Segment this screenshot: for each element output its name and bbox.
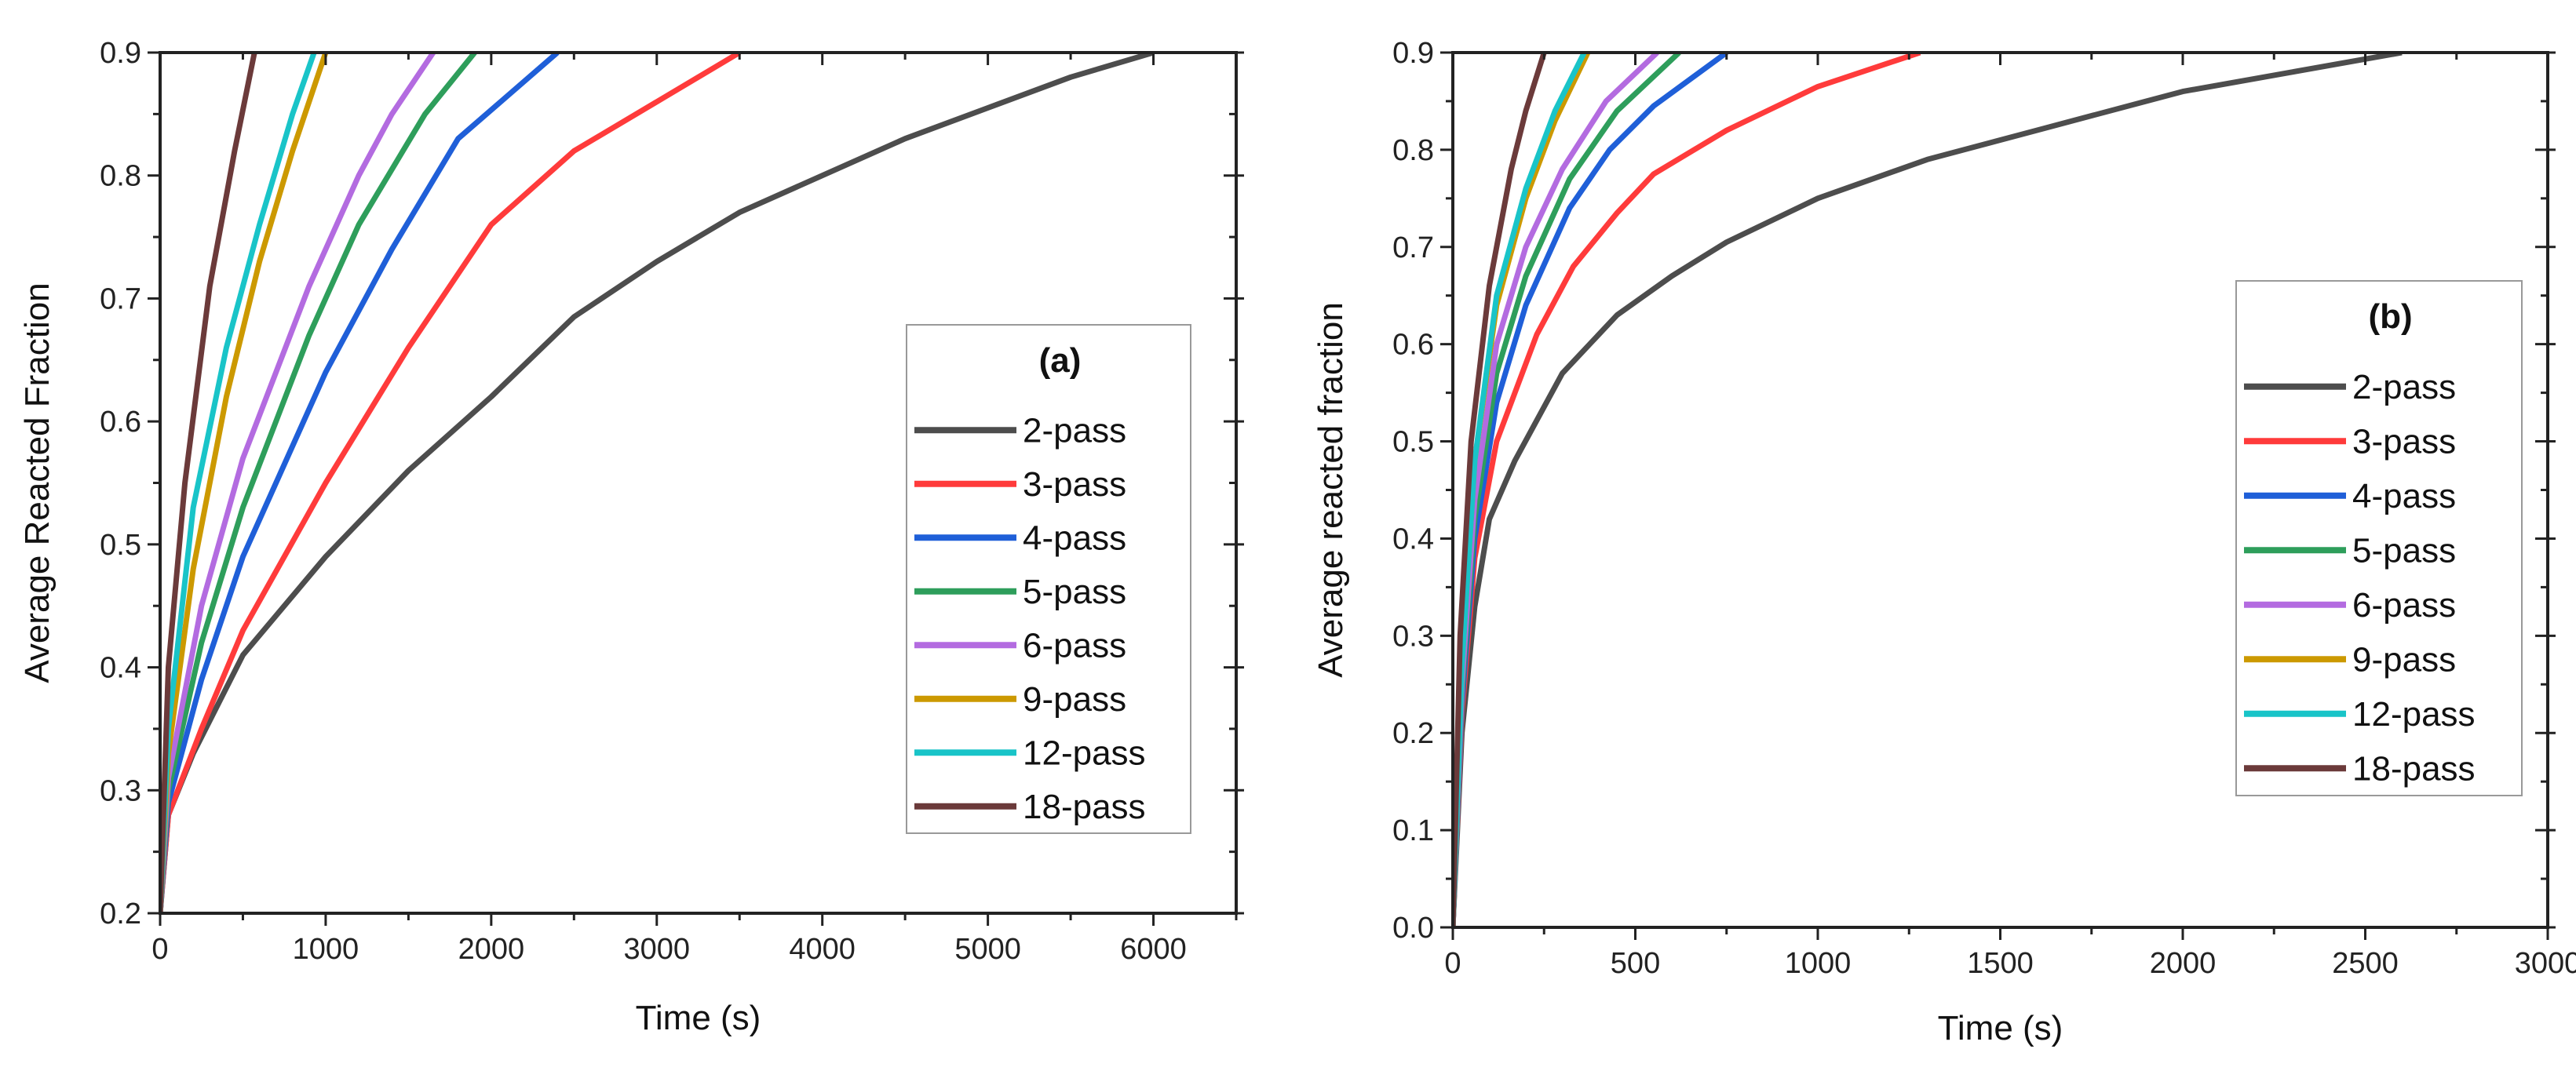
y-tick-label: 0.9	[1392, 37, 1434, 70]
y-tick-label: 0.3	[1392, 620, 1434, 653]
y-tick-label: 0.4	[100, 652, 141, 685]
legend-label: 5-pass	[1023, 573, 1126, 611]
series-line-3-pass	[160, 53, 741, 913]
y-tick-label: 0.2	[100, 898, 141, 931]
x-tick-label: 0	[151, 933, 168, 966]
y-tick-label: 0.0	[1392, 912, 1434, 945]
y-axis-label: Average reacted fraction	[1312, 302, 1350, 678]
series-line-18-pass	[160, 53, 257, 913]
y-axis-label: Average Reacted Fraction	[18, 282, 57, 683]
legend: (b) 2-pass 3-pass 4-pass 5-pass 6-pass 9-pass 1…	[2235, 280, 2523, 796]
x-tick-label: 2500	[2332, 947, 2399, 980]
legend: (a) 2-pass 3-pass 4-pass 5-pass 6-pass 9-pass 1…	[906, 324, 1191, 834]
series-line-3-pass	[1453, 53, 1921, 927]
legend-label: 6-pass	[2352, 586, 2456, 625]
legend-label: 6-pass	[1023, 626, 1126, 665]
legend-label: 18-pass	[1023, 788, 1146, 826]
series-line-2-pass	[1453, 53, 2403, 927]
y-tick-label: 0.1	[1392, 814, 1434, 847]
series-line-6-pass	[160, 53, 436, 913]
y-tick-label: 0.7	[100, 282, 141, 315]
y-tick-label: 0.6	[1392, 329, 1434, 362]
y-tick-label: 0.2	[1392, 717, 1434, 750]
x-tick-label: 5000	[954, 933, 1021, 966]
legend-title: (b)	[2368, 297, 2412, 336]
series-line-18-pass	[1453, 53, 1547, 927]
x-tick-label: 2000	[2150, 947, 2217, 980]
x-axis-label: Time (s)	[1938, 1009, 2063, 1047]
x-tick-label: 1500	[1967, 947, 2034, 980]
y-tick-label: 0.7	[1392, 231, 1434, 264]
legend-label: 4-pass	[2352, 477, 2456, 515]
legend-box	[2235, 280, 2523, 796]
series-line-2-pass	[160, 53, 1155, 913]
y-tick-label: 0.4	[1392, 523, 1434, 555]
x-tick-label: 1000	[293, 933, 359, 966]
legend-label: 9-pass	[2352, 640, 2456, 679]
y-tick-label: 0.3	[100, 774, 141, 807]
x-tick-label: 3000	[2515, 947, 2576, 980]
legend-title: (a)	[1039, 341, 1082, 380]
legend-label: 3-pass	[2352, 422, 2456, 461]
x-axis-label: Time (s)	[636, 999, 761, 1037]
legend-label: 2-pass	[2352, 368, 2456, 406]
chart-b: 0 500 1000 1500 2000 2500 3000 0.0 0.1 0.2 0.3 0.4 0…	[1312, 37, 2576, 1047]
y-tick-label: 0.9	[100, 37, 141, 70]
x-tick-label: 6000	[1120, 933, 1187, 966]
series-line-4-pass	[160, 53, 560, 913]
legend-label: 18-pass	[2352, 749, 2476, 788]
legend-label: 2-pass	[1023, 411, 1126, 450]
x-tick-label: 3000	[623, 933, 690, 966]
x-tick-label: 500	[1611, 947, 1660, 980]
legend-label: 12-pass	[1023, 734, 1146, 772]
y-tick-label: 0.8	[100, 160, 141, 193]
x-tick-label: 1000	[1785, 947, 1852, 980]
y-tick-label: 0.5	[100, 529, 141, 562]
series-line-5-pass	[160, 53, 477, 913]
series-line-4-pass	[1453, 53, 1728, 927]
legend-box	[906, 324, 1191, 834]
legend-label: 5-pass	[2352, 531, 2456, 570]
legend-label: 3-pass	[1023, 465, 1126, 504]
x-tick-label: 2000	[458, 933, 525, 966]
y-tick-label: 0.6	[100, 406, 141, 439]
y-tick-label: 0.8	[1392, 134, 1434, 167]
chart-a: 0 1000 2000 3000 4000 5000 6000 0.2 0.3 0.4 0.5 0.6…	[18, 37, 1244, 1037]
legend-label: 4-pass	[1023, 519, 1126, 557]
x-tick-label: 4000	[789, 933, 856, 966]
y-tick-label: 0.5	[1392, 426, 1434, 459]
legend-label: 9-pass	[1023, 680, 1126, 719]
legend-label: 12-pass	[2352, 695, 2476, 734]
x-tick-label: 0	[1444, 947, 1461, 980]
